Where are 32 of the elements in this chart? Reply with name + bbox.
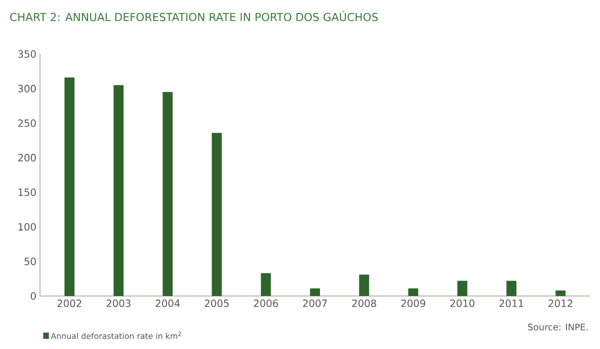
y-tick-label: 50 — [24, 258, 36, 266]
y-tick-label: 150 — [18, 188, 36, 196]
bar — [260, 273, 271, 296]
bar — [114, 85, 124, 296]
bar — [457, 280, 468, 296]
y-tick-label: 250 — [18, 119, 36, 127]
y-tick-label: 350 — [18, 50, 36, 58]
y-tick-label: 300 — [18, 84, 36, 92]
bar — [212, 132, 222, 296]
x-tick-label: 2004 — [156, 300, 180, 308]
bar — [359, 274, 370, 296]
x-tick-label: 2007 — [303, 300, 327, 308]
bar — [162, 92, 173, 296]
y-tick-label: 0 — [30, 292, 36, 300]
x-tick-label: 2012 — [548, 300, 572, 308]
bar — [408, 288, 418, 296]
x-tick-label: 2006 — [254, 300, 278, 308]
y-tick-label: 100 — [18, 223, 36, 231]
bar — [506, 280, 516, 296]
y-tick-label: 200 — [18, 154, 36, 162]
x-tick-label: 2010 — [450, 300, 474, 308]
chart-title: CHART 2: ANNUAL DEFORESTATION RATE IN PORTO DOS GAÚCHOS — [10, 10, 378, 22]
bar — [310, 288, 320, 296]
bar — [556, 290, 566, 296]
bar — [64, 78, 74, 296]
x-tick-label: 2003 — [106, 300, 130, 308]
x-tick-label: 2005 — [204, 300, 229, 308]
x-tick-label: 2009 — [401, 300, 426, 308]
source-note: Source: INPE. — [528, 324, 588, 330]
x-tick-label: 2011 — [499, 300, 524, 308]
x-tick-label: 2002 — [58, 300, 82, 308]
x-tick-label: 2008 — [352, 300, 376, 308]
